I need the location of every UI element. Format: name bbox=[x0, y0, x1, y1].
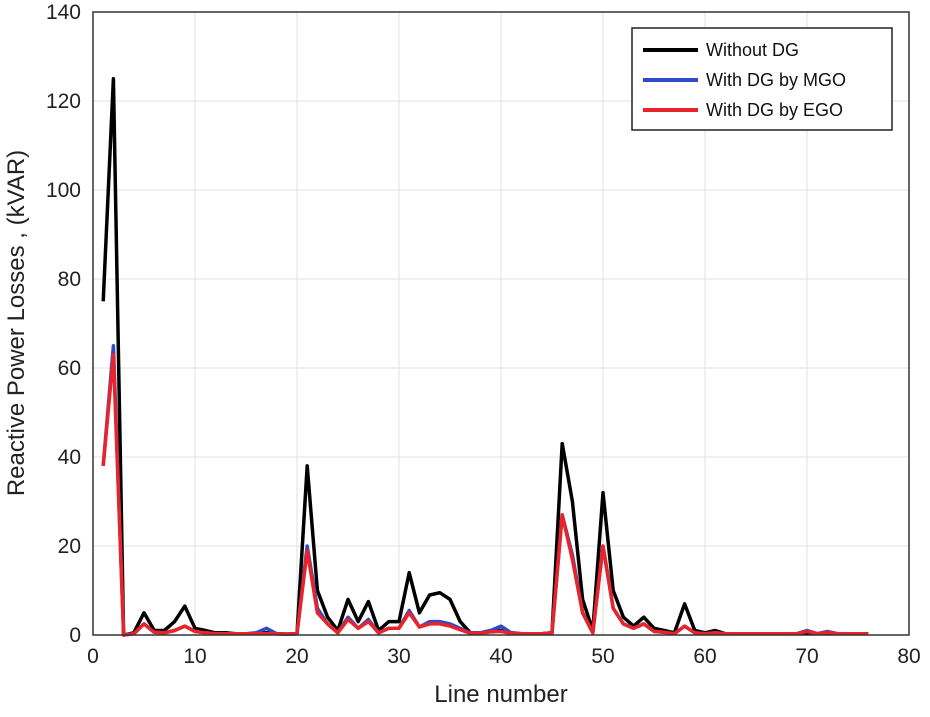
legend-label-with-dg-by-ego: With DG by EGO bbox=[706, 100, 843, 120]
y-tick-label: 80 bbox=[58, 268, 81, 291]
y-axis-label: Reactive Power Losses , (kVAR) bbox=[3, 150, 30, 496]
y-tick-label: 40 bbox=[58, 446, 81, 469]
legend-label-with-dg-by-mgo: With DG by MGO bbox=[706, 70, 846, 90]
y-tick-labels: 0 20 40 60 80 100 120 140 bbox=[46, 1, 81, 647]
x-tick-label: 30 bbox=[387, 645, 410, 668]
y-tick-label: 140 bbox=[46, 1, 81, 24]
x-tick-label: 70 bbox=[795, 645, 818, 668]
legend: Without DG With DG by MGO With DG by EGO bbox=[631, 27, 893, 131]
y-tick-label: 100 bbox=[46, 179, 81, 202]
series-lines bbox=[101, 77, 869, 637]
y-tick-label: 60 bbox=[58, 357, 81, 380]
x-tick-labels: 0 10 20 30 40 50 60 70 80 bbox=[87, 645, 921, 668]
x-tick-label: 10 bbox=[183, 645, 206, 668]
plot-frame bbox=[92, 11, 910, 636]
x-tick-label: 40 bbox=[489, 645, 512, 668]
y-tick-label: 0 bbox=[69, 624, 81, 647]
x-tick-label: 60 bbox=[693, 645, 716, 668]
x-tick-label: 50 bbox=[591, 645, 614, 668]
x-tick-label: 80 bbox=[897, 645, 920, 668]
y-tick-label: 120 bbox=[46, 90, 81, 113]
x-tick-label: 0 bbox=[87, 645, 99, 668]
x-axis-label: Line number bbox=[434, 681, 567, 708]
y-tick-label: 20 bbox=[58, 535, 81, 558]
series-line-with-dg-by-ego bbox=[101, 352, 869, 637]
legend-label-without-dg: Without DG bbox=[706, 40, 799, 60]
x-tick-label: 20 bbox=[285, 645, 308, 668]
